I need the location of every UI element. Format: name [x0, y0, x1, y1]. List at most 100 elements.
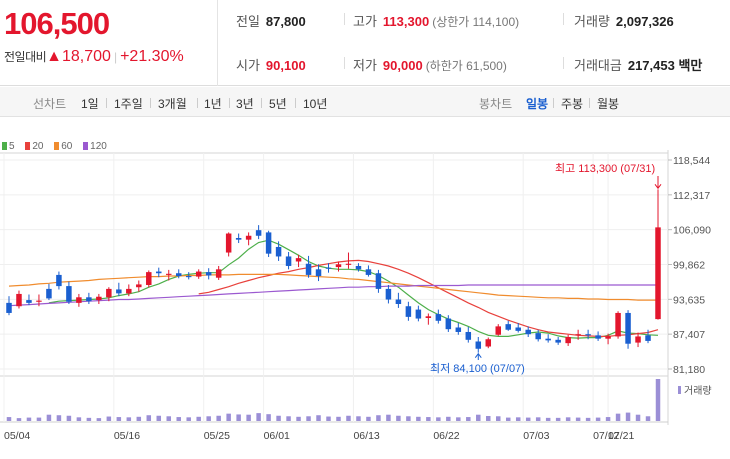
stat-volume: 거래량 2,097,326: [574, 11, 674, 30]
ma-line-120: [8, 284, 658, 307]
volume-bar: [456, 417, 461, 421]
candle-chart-tab[interactable]: 봉차트: [479, 97, 513, 111]
candle-body: [655, 227, 661, 320]
volume-bar: [575, 417, 581, 421]
candle-body: [565, 337, 571, 344]
candle-body: [385, 288, 392, 300]
range-1d-tab[interactable]: 1일: [81, 97, 99, 111]
divider: [150, 98, 151, 108]
weekly-candle-tab[interactable]: 주봉: [561, 97, 584, 111]
candle-body: [445, 318, 452, 330]
stat-label: 거래대금: [574, 58, 622, 73]
volume-bar: [16, 418, 22, 421]
x-tick-label: 05/25: [204, 430, 230, 442]
volume-legend-swatch: [678, 386, 681, 394]
volume-bar: [286, 416, 291, 421]
volume-bar: [346, 415, 351, 421]
chart-grid: [0, 150, 672, 425]
volume-bar: [595, 417, 601, 421]
legend-swatch: [2, 142, 7, 150]
volume-bar: [336, 416, 341, 421]
volume-bar: [96, 418, 102, 421]
volume-bar: [146, 415, 152, 421]
range-1w-tab[interactable]: 1주일: [114, 97, 143, 111]
volume-bar: [545, 417, 551, 421]
x-tick-label: 07/03: [523, 430, 549, 442]
stat-low: 저가 90,000 (하한가 61,500): [353, 55, 507, 74]
legend-label: 5: [9, 141, 15, 152]
volume-bar: [356, 416, 361, 421]
line-chart-tab[interactable]: 선차트: [33, 97, 67, 111]
volume-bar: [276, 415, 281, 421]
range-5y-tab[interactable]: 5년: [269, 97, 287, 111]
divider: [589, 98, 590, 108]
monthly-candle-tab[interactable]: 월봉: [597, 97, 620, 111]
candle-body: [465, 331, 472, 340]
x-tick-label: 07/21: [608, 430, 634, 442]
y-tick-label: 112,317: [673, 190, 710, 202]
x-tick-label: 06/01: [264, 430, 290, 442]
candle-body: [495, 326, 501, 335]
candle-body: [365, 269, 372, 275]
current-price: 106,500: [4, 6, 110, 41]
y-tick-label: 93,635: [673, 294, 705, 306]
change-amount: ▲18,700: [46, 48, 111, 65]
x-tick-label: 05/04: [4, 430, 30, 442]
candle-body: [36, 300, 42, 302]
volume-bar: [56, 415, 62, 421]
volume-bar: [296, 416, 301, 421]
daily-candle-tab[interactable]: 일봉: [526, 97, 549, 111]
stat-value: 2,097,326: [615, 14, 674, 29]
stat-trade-value: 거래대금 217,453 백만: [574, 55, 702, 74]
y-axis-labels: 118,544 112,317 106,090 99,862 93,635 87,407 8…: [673, 155, 711, 376]
x-tick-label: 05/16: [114, 430, 140, 442]
volume-bar: [66, 415, 72, 421]
volume-bar: [226, 413, 231, 421]
stat-value: 217,453 백만: [627, 58, 703, 73]
candle-body: [215, 269, 222, 278]
candle-body: [16, 293, 22, 307]
candle-body: [315, 269, 322, 277]
range-3m-tab[interactable]: 3개월: [158, 97, 187, 111]
legend-item-ma60: 60: [54, 141, 72, 152]
range-3y-tab[interactable]: 3년: [236, 97, 254, 111]
price-annotations: 최고 113,300 (07/31) 최저 84,100 (07/07): [430, 162, 662, 375]
volume-bar: [206, 416, 211, 421]
volume-label: 거래량: [684, 385, 712, 397]
candle-body: [575, 334, 581, 336]
volume-bar: [156, 415, 162, 421]
stat-label: 전일: [236, 14, 260, 29]
candle-body: [605, 336, 611, 339]
range-10y-tab[interactable]: 10년: [303, 97, 328, 111]
stat-value: 87,800: [265, 14, 306, 29]
candle-body: [635, 336, 641, 343]
legend-swatch: [83, 142, 89, 150]
stat-note: (상한가 114,100): [432, 15, 520, 29]
legend-item-ma5: 5: [2, 141, 15, 152]
stat-open: 시가 90,100: [236, 55, 306, 74]
moving-average-lines: [8, 239, 659, 339]
candle-body: [205, 272, 212, 276]
change-percent: +21.30%: [120, 48, 184, 65]
x-tick-label: 06/22: [433, 430, 459, 442]
candle-body: [285, 256, 292, 266]
volume-bar: [256, 413, 261, 421]
volume-bar: [396, 415, 401, 421]
volume-bar: [565, 417, 571, 421]
volume-bar: [186, 417, 191, 421]
candle-body: [106, 288, 112, 298]
stat-value: 113,300: [382, 14, 430, 29]
candle-body: [116, 289, 122, 294]
volume-bar: [266, 414, 271, 421]
divider: [344, 13, 345, 25]
quote-header: 106,500 전일대비▲18,700 | +21.30% 전일 87,800 고가 1…: [0, 0, 730, 86]
volume-bar: [76, 417, 82, 421]
divider: [197, 98, 198, 108]
range-1y-tab[interactable]: 1년: [204, 97, 222, 111]
volume-bar: [376, 415, 381, 421]
stat-value: 90,000: [382, 58, 423, 73]
stat-label: 저가: [353, 58, 377, 73]
volume-bar: [605, 417, 611, 421]
y-tick-label: 118,544: [673, 155, 710, 167]
low-price-annotation: 최저 84,100 (07/07): [430, 362, 525, 375]
